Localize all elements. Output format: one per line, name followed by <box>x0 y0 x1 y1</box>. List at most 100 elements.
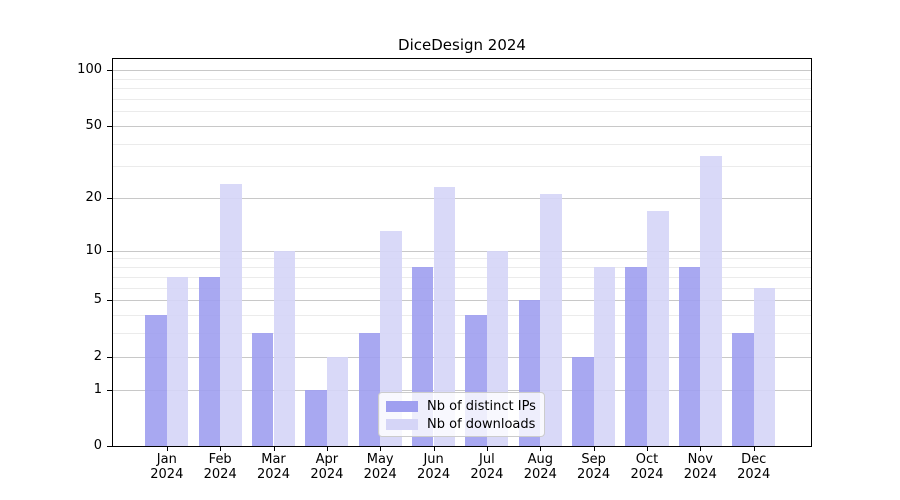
legend-label-distinct-ips: Nb of distinct IPs <box>427 398 536 414</box>
x-tick-month: Oct <box>635 452 659 467</box>
y-tick-label-100: 100 <box>77 62 102 77</box>
y-tick-mark-50 <box>107 125 112 127</box>
bar-distinct-ips-may <box>358 333 381 446</box>
y-tick-mark-5 <box>107 300 112 301</box>
y-tick-mark-1 <box>107 389 112 391</box>
gridline-minor-70 <box>113 98 811 100</box>
gridline-minor-80 <box>113 88 811 89</box>
x-tick-year: 2024 <box>203 467 237 482</box>
y-tick-label-50: 50 <box>85 117 102 133</box>
bar-downloads-feb <box>220 183 242 446</box>
gridline-minor-90 <box>113 78 811 80</box>
x-tick-label-dec: Dec 2024 <box>724 452 784 482</box>
y-tick-label-5: 5 <box>93 292 102 307</box>
bar-downloads-oct <box>647 210 669 446</box>
bar-distinct-ips-jan <box>145 314 167 446</box>
legend-swatch-downloads <box>386 418 418 430</box>
gridline-minor-30 <box>113 166 811 168</box>
x-tick-mark-sep <box>593 447 595 451</box>
x-tick-label-sep: Sep 2024 <box>564 452 624 482</box>
x-tick-mark-jun <box>433 447 435 451</box>
bar-downloads-jun <box>433 187 456 446</box>
bar-downloads-aug <box>540 194 562 446</box>
x-tick-month: Sep <box>581 452 606 467</box>
x-tick-year: 2024 <box>150 467 184 482</box>
x-tick-mark-nov <box>700 447 702 451</box>
x-tick-label-oct: Oct 2024 <box>617 452 677 482</box>
x-tick-year: 2024 <box>256 467 291 482</box>
x-tick-label-jan: Jan 2024 <box>137 452 197 482</box>
legend-item-distinct-ips: Nb of distinct IPs <box>386 398 536 414</box>
x-tick-mark-apr <box>326 447 328 451</box>
x-tick-year: 2024 <box>417 467 451 482</box>
gridline-minor-8 <box>113 267 811 268</box>
x-tick-month: Jun <box>423 452 444 467</box>
bar-downloads-sep <box>593 267 616 446</box>
bar-downloads-apr <box>326 356 349 446</box>
gridline-major-50 <box>113 125 811 127</box>
y-tick-label-20: 20 <box>85 190 102 205</box>
x-tick-mark-feb <box>220 447 222 451</box>
x-tick-label-mar: Mar 2024 <box>244 452 304 482</box>
bar-distinct-ips-mar <box>251 333 274 446</box>
x-tick-year: 2024 <box>363 467 397 482</box>
gridline-major-5 <box>113 300 811 301</box>
bar-downloads-dec <box>753 287 776 446</box>
gridline-major-20 <box>113 198 811 199</box>
y-tick-mark-0 <box>107 446 112 447</box>
x-tick-month: Nov <box>687 452 713 467</box>
x-tick-label-jun: Jun 2024 <box>404 452 464 482</box>
x-tick-year: 2024 <box>577 467 611 482</box>
x-tick-label-aug: Aug 2024 <box>510 452 570 482</box>
legend-item-downloads: Nb of downloads <box>386 416 536 432</box>
bar-distinct-ips-sep <box>572 356 594 446</box>
x-tick-month: Feb <box>208 452 232 467</box>
gridline-minor-4 <box>113 314 811 316</box>
x-tick-mark-may <box>380 447 382 451</box>
gridline-major-10 <box>113 250 811 252</box>
gridline-minor-9 <box>113 258 811 260</box>
y-tick-label-10: 10 <box>85 242 102 258</box>
x-tick-label-feb: Feb 2024 <box>190 452 250 482</box>
y-tick-mark-20 <box>107 198 112 199</box>
x-tick-label-jul: Jul 2024 <box>457 452 517 482</box>
bar-distinct-ips-nov <box>678 267 701 446</box>
x-tick-year: 2024 <box>470 467 504 482</box>
bar-downloads-jan <box>166 276 189 446</box>
y-tick-label-2: 2 <box>93 348 102 364</box>
x-tick-mark-aug <box>540 447 542 451</box>
x-tick-mark-oct <box>647 447 648 451</box>
x-tick-label-may: May 2024 <box>350 452 410 482</box>
x-tick-month: May <box>366 452 394 467</box>
x-tick-month: Dec <box>741 452 767 467</box>
gridline-major-1 <box>113 389 811 391</box>
x-tick-month: Apr <box>315 452 339 467</box>
x-tick-label-nov: Nov 2024 <box>670 452 730 482</box>
x-tick-year: 2024 <box>737 467 771 482</box>
x-tick-month: Jul <box>479 452 495 467</box>
x-tick-year: 2024 <box>523 467 557 482</box>
gridline-minor-7 <box>113 276 811 278</box>
gridline-major-2 <box>113 356 811 358</box>
x-tick-mark-mar <box>273 447 275 451</box>
x-tick-mark-dec <box>753 447 755 451</box>
legend-label-downloads: Nb of downloads <box>427 416 536 432</box>
bar-downloads-mar <box>273 250 296 446</box>
bar-downloads-nov <box>700 156 722 446</box>
gridline-minor-60 <box>113 111 811 113</box>
plot-area: Nb of distinct IPs Nb of downloads <box>112 58 812 447</box>
legend-swatch-distinct-ips <box>386 400 418 412</box>
y-tick-mark-100 <box>107 70 112 71</box>
gridline-minor-3 <box>113 333 811 335</box>
x-tick-month: Mar <box>261 452 286 467</box>
bar-distinct-ips-oct <box>625 267 647 446</box>
bar-distinct-ips-apr <box>305 389 327 446</box>
y-tick-label-1: 1 <box>93 381 102 397</box>
gridline-major-100 <box>113 70 811 71</box>
y-tick-label-0: 0 <box>93 438 102 453</box>
gridline-minor-40 <box>113 143 811 145</box>
bar-distinct-ips-feb <box>198 276 221 446</box>
x-tick-year: 2024 <box>310 467 344 482</box>
x-tick-month: Jan <box>156 452 177 467</box>
x-tick-year: 2024 <box>630 467 664 482</box>
